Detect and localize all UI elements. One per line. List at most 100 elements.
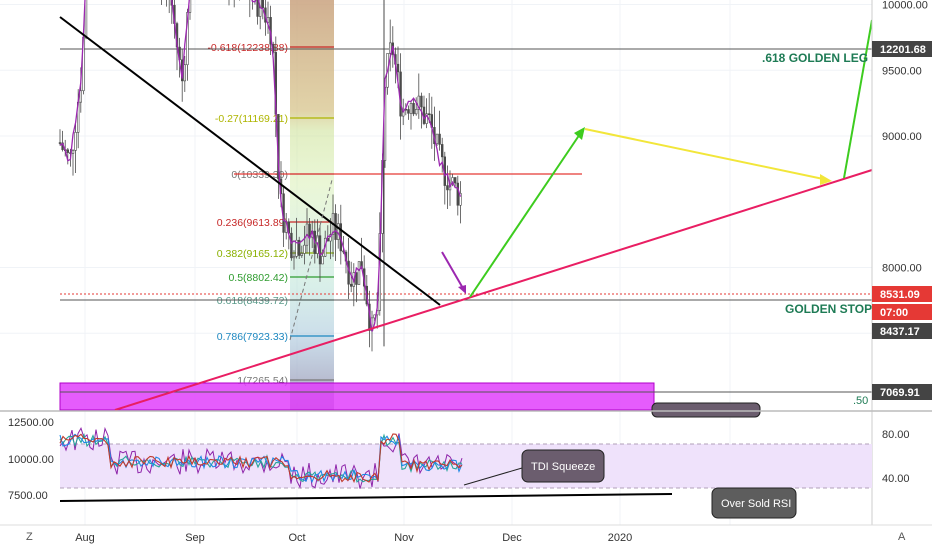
indicator-axis: 12500.00 10000.00 7500.00 80.00 40.00 [8, 417, 910, 502]
candle-body [66, 149, 70, 153]
candle-body [295, 239, 298, 257]
tdi-line [59, 433, 463, 483]
price-tag [872, 384, 932, 400]
candle-body [303, 244, 306, 254]
candle-body [292, 256, 296, 259]
golden-leg-label: .618 GOLDEN LEG [762, 51, 868, 65]
fib-level-label: 0.786(7923.33) [217, 331, 288, 343]
projection-arrows[interactable] [469, 19, 873, 298]
price-tick-label: 10000.00 [882, 0, 928, 12]
fib-level-label: -0.27(11169.21) [215, 113, 288, 125]
candle-body [420, 95, 423, 108]
tdi-squeeze-callout[interactable]: TDI Squeeze [521, 449, 605, 483]
candle-body [297, 239, 301, 256]
candle-body [456, 182, 459, 206]
tdi-lines [59, 426, 463, 489]
fib-band [290, 0, 334, 410]
price-axis-bg [872, 0, 932, 410]
price-tick-label: 9500.00 [882, 65, 922, 77]
tdi-right-tick: 80.00 [882, 429, 910, 441]
moving-average-line [59, 0, 462, 332]
fib-level-label: 0.5(8802.42) [228, 272, 288, 284]
rsi-support-line [59, 493, 673, 502]
oversold-text: Over Sold RSI [721, 498, 791, 510]
price-tags: 12201.68 8531.09 07:00 8437.17 7069.91 [872, 41, 932, 400]
tdi-pane[interactable] [59, 426, 872, 502]
candle-body [435, 133, 439, 145]
candle-body [186, 12, 189, 66]
time-tick-label: Nov [394, 532, 414, 544]
candle-body [453, 177, 457, 184]
golden-stop-label: GOLDEN STOP [785, 302, 872, 316]
candle-body [407, 109, 410, 114]
candle-body [79, 90, 83, 103]
time-tick-label: Aug [75, 532, 95, 544]
candle-body [446, 185, 449, 191]
candle-body [256, 0, 259, 17]
fib-level-label: 0.618(8439.72) [217, 295, 288, 307]
projection-up-2 [843, 19, 873, 179]
candle-body [427, 113, 431, 115]
tdi-left-tick: 12500.00 [8, 417, 54, 429]
price-tag-label: 07:00 [880, 307, 908, 319]
price-tick-label: 9000.00 [882, 131, 922, 143]
price-tick-label: 8000.00 [882, 263, 922, 275]
time-tick-label: Oct [288, 532, 305, 544]
candle-body [355, 272, 358, 285]
candle-body [425, 113, 428, 124]
fib-retracement[interactable]: -0.618(12238.88)-0.27(11169.21)0(10339.3… [207, 42, 334, 387]
tdi-right-tick: 40.00 [882, 473, 910, 485]
price-tag [872, 304, 932, 320]
candle-body [438, 133, 441, 145]
candle-body [440, 144, 444, 158]
fifty-label: .50 [853, 395, 868, 407]
candle-body [300, 253, 303, 256]
candle-body [412, 103, 415, 115]
price-tag-label: 8437.17 [880, 326, 920, 338]
time-tick-label: Dec [502, 532, 522, 544]
uptrend-line[interactable] [114, 169, 873, 411]
candle-body [329, 234, 332, 242]
candle-body [396, 63, 400, 73]
price-tag-label: 8531.09 [880, 289, 920, 301]
projection-down [584, 128, 829, 181]
zone-tab [651, 402, 761, 418]
candle-body [336, 223, 340, 240]
candle-body [74, 132, 77, 151]
candle-body [409, 103, 413, 114]
fib-level-label: -0.618(12238.88) [207, 42, 288, 54]
price-tag [872, 286, 932, 302]
price-tag [872, 41, 932, 57]
tdi-line [59, 426, 463, 489]
candle-body [290, 232, 293, 259]
tdi-line [59, 433, 463, 484]
price-tag-label: 7069.91 [880, 387, 920, 399]
corner-right-button[interactable]: A [898, 531, 906, 543]
candle-body [414, 109, 418, 115]
fib-level-label: 0.382(9165.12) [217, 248, 288, 260]
oversold-callout[interactable]: Over Sold RSI [711, 487, 797, 519]
candle-body [349, 283, 353, 287]
candle-body [321, 255, 324, 265]
candle-body [357, 261, 361, 285]
tdi-squeeze-text: TDI Squeeze [531, 461, 595, 473]
candle-body [417, 95, 420, 110]
projection-up-1 [469, 130, 583, 298]
candle-body [459, 193, 462, 206]
tdi-left-tick: 7500.00 [8, 490, 48, 502]
purple-arrow [441, 251, 466, 294]
tdi-left-tick: 10000.00 [8, 454, 54, 466]
candle-body [388, 42, 392, 54]
price-tag [872, 323, 932, 339]
downtrend-line[interactable] [59, 16, 441, 306]
price-tag-label: 12201.68 [880, 44, 926, 56]
candle-body [58, 142, 62, 144]
time-tick-label: 2020 [608, 532, 632, 544]
time-tick-label: Sep [185, 532, 205, 544]
candle-body [71, 150, 75, 154]
corner-left-button[interactable]: Z [26, 531, 33, 543]
time-axis[interactable]: Aug Sep Oct Nov Dec 2020 [75, 532, 632, 544]
candle-body [261, 0, 264, 9]
